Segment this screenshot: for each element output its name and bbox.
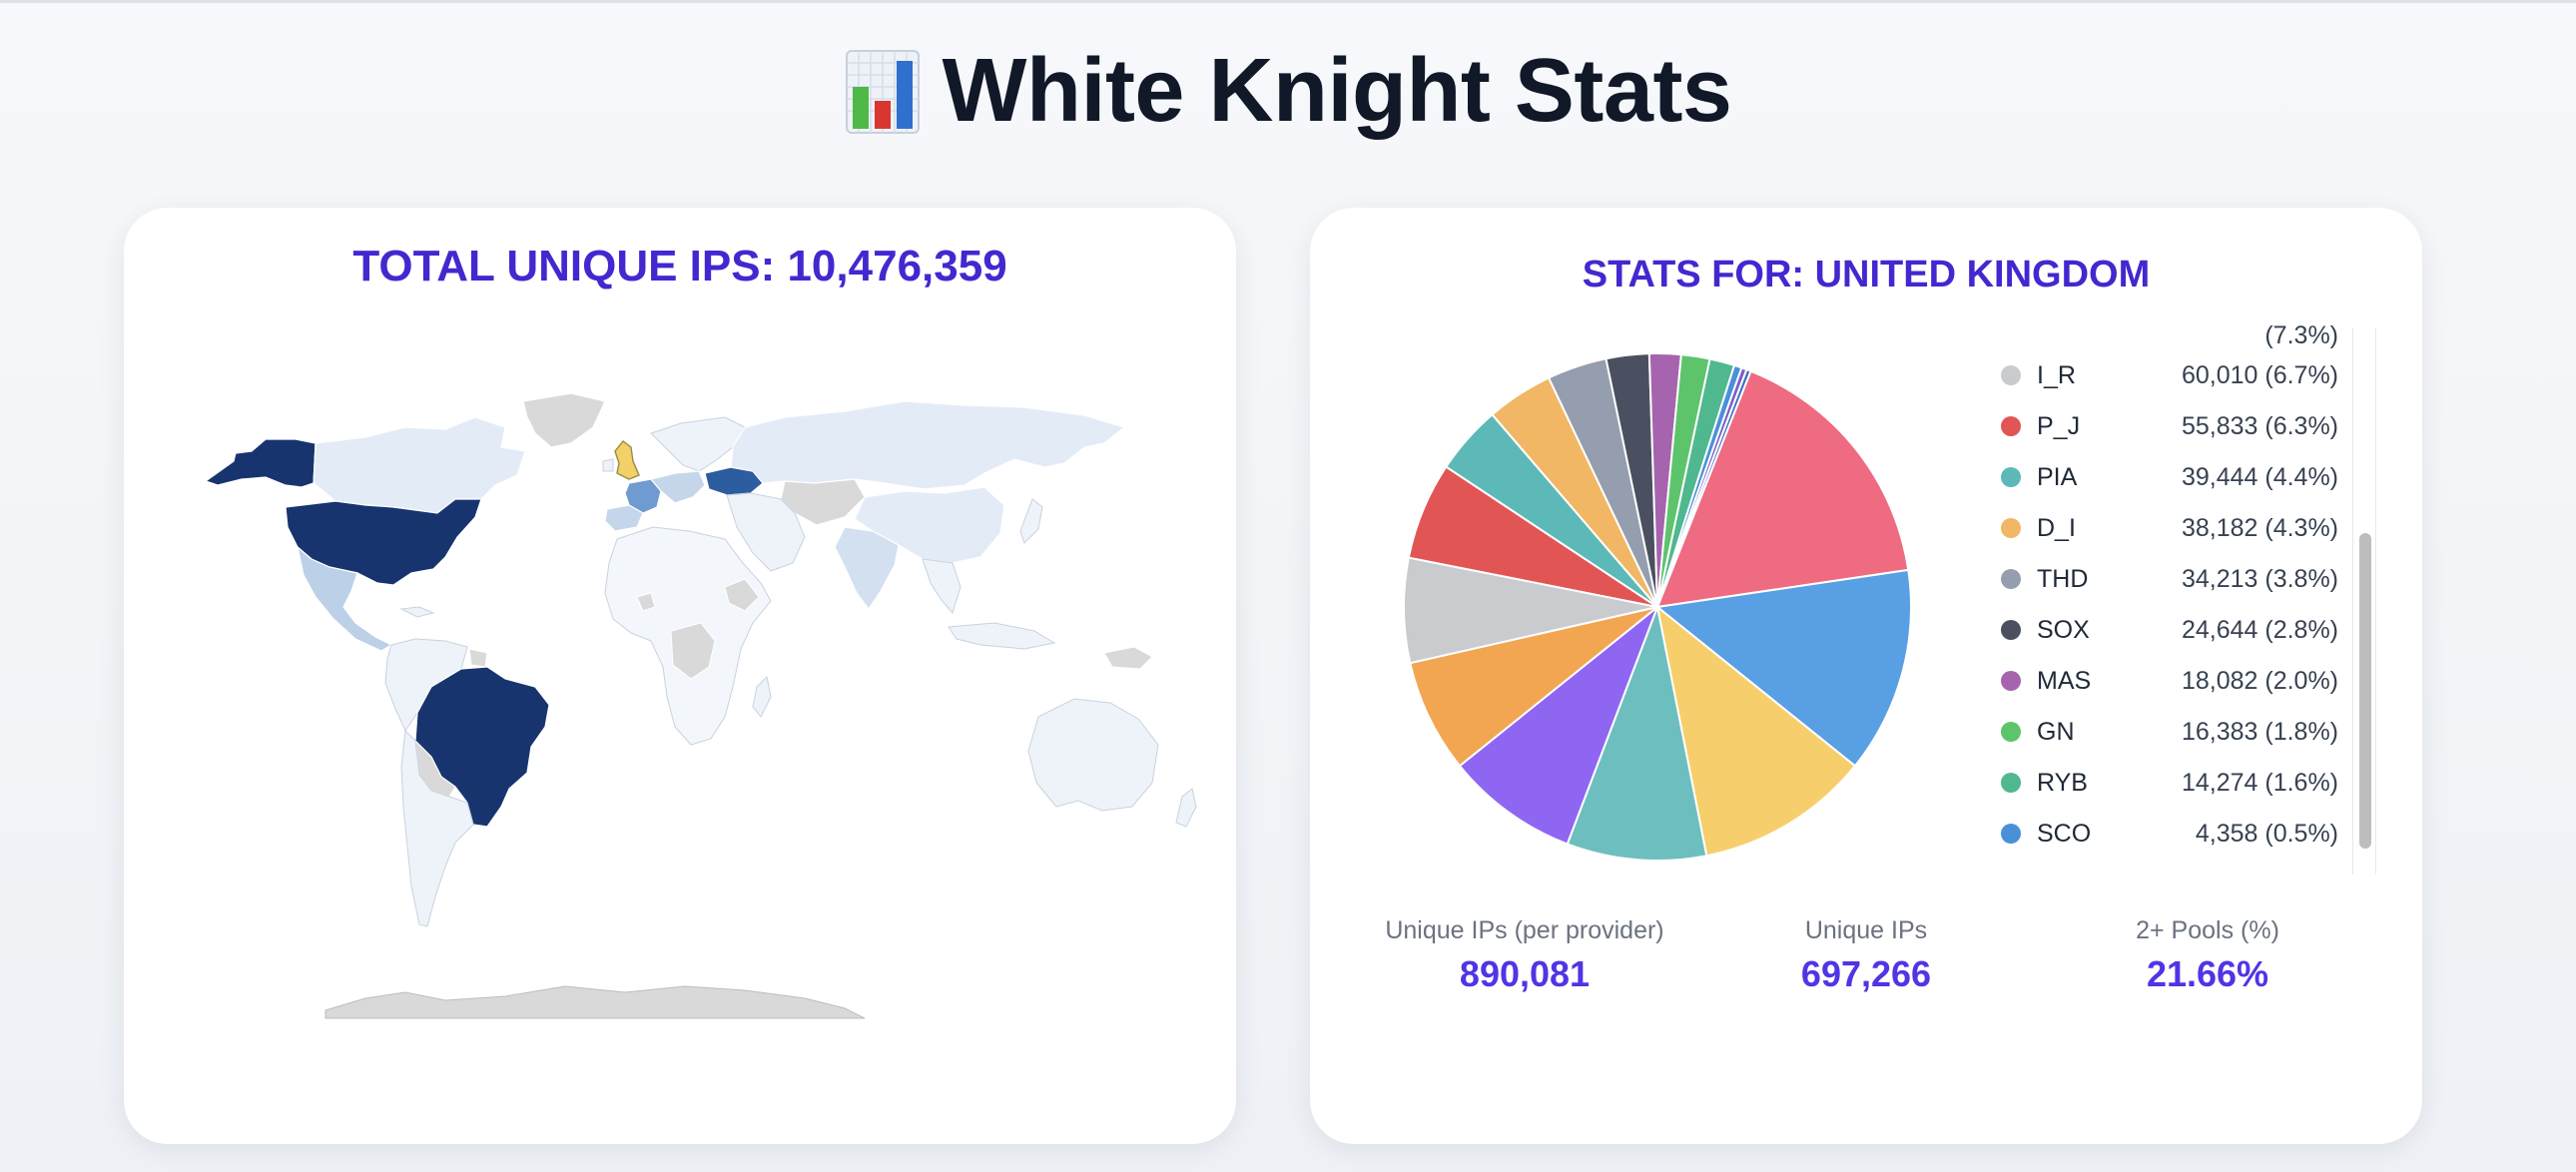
- pie-slice-provider-5[interactable]: [1409, 606, 1658, 768]
- legend-value: 55,833 (6.3%): [2181, 411, 2338, 440]
- pie-slice-provider-17[interactable]: [1656, 367, 1752, 608]
- top-border: [0, 0, 2576, 3]
- legend-label: SCO: [2037, 819, 2092, 848]
- legend-item-p-j[interactable]: P_J 55,833 (6.3%): [1999, 406, 2338, 446]
- legend-item-gn[interactable]: GN 16,383 (1.8%): [1999, 712, 2338, 752]
- pie-slice-provider-3[interactable]: [1566, 603, 1708, 862]
- legend-swatch: [2001, 467, 2021, 487]
- legend-swatch: [2001, 722, 2021, 742]
- legend-item-sox[interactable]: SOX 24,644 (2.8%): [1999, 610, 2338, 650]
- legend-label: RYB: [2037, 768, 2088, 797]
- legend-label: THD: [2037, 564, 2089, 593]
- legend-value: 18,082 (2.0%): [2181, 666, 2338, 695]
- legend-item-pia[interactable]: PIA 39,444 (4.4%): [1999, 457, 2338, 497]
- legend-scroll-area[interactable]: (7.3%) I_R 60,010 (6.7%) P_J 55,833 (6.3%) P…: [1999, 325, 2376, 871]
- legend-item-ryb[interactable]: RYB 14,274 (1.6%): [1999, 763, 2338, 803]
- stat-two-plus-pools: 2+ Pools (%) 21.66%: [2136, 916, 2279, 994]
- legend-value: 38,182 (4.3%): [2181, 513, 2338, 542]
- legend-swatch: [2001, 416, 2021, 436]
- map-country[interactable]: [1027, 698, 1159, 812]
- page-header: White Knight Stats: [0, 36, 2576, 146]
- legend-swatch: [2001, 569, 2021, 589]
- stat-unique-ips-per-provider: Unique IPs (per provider) 890,081: [1385, 916, 1664, 994]
- stat-unique-ips: Unique IPs 697,266: [1800, 916, 1932, 994]
- map-country[interactable]: [206, 438, 317, 488]
- country-stats-title: STATS FOR: UNITED KINGDOM: [1582, 254, 2151, 295]
- map-country[interactable]: [1103, 646, 1153, 670]
- legend-value: 60,010 (6.7%): [2181, 360, 2338, 389]
- legend-value: 14,274 (1.6%): [2181, 768, 2338, 797]
- pie-slice-provider-4[interactable]: [1458, 603, 1660, 846]
- map-country[interactable]: [670, 622, 716, 680]
- map-country[interactable]: [636, 592, 656, 612]
- map-country[interactable]: [1175, 788, 1197, 828]
- map-country[interactable]: [726, 492, 806, 572]
- map-country[interactable]: [948, 622, 1056, 650]
- legend-value: 24,644 (2.8%): [2181, 615, 2338, 644]
- map-country-selected[interactable]: [614, 440, 640, 480]
- legend-item-mas[interactable]: MAS 18,082 (2.0%): [1999, 661, 2338, 701]
- legend-label: D_I: [2037, 513, 2076, 542]
- legend-scrollbar-thumb[interactable]: [2359, 533, 2371, 849]
- pie-slice-provider-1[interactable]: [1654, 568, 1912, 768]
- legend-swatch: [2001, 824, 2021, 844]
- country-stats-card: STATS FOR: UNITED KINGDOM (7.3%) I_R 60,0…: [1310, 208, 2422, 1144]
- bar-chart-icon: [845, 50, 920, 134]
- pie-slice-provider-2[interactable]: [1655, 604, 1857, 858]
- map-country[interactable]: [468, 648, 488, 668]
- legend-swatch: [2001, 773, 2021, 793]
- total-unique-ips-title: TOTAL UNIQUE IPS: 10,476,359: [352, 242, 1007, 291]
- legend-value: 4,358 (0.5%): [2195, 819, 2338, 848]
- legend-swatch: [2001, 671, 2021, 691]
- map-country[interactable]: [1019, 498, 1043, 544]
- legend-value: 39,444 (4.4%): [2181, 462, 2338, 491]
- legend-swatch: [2001, 365, 2021, 385]
- map-country[interactable]: [313, 416, 526, 514]
- legend-scrollbar[interactable]: [2352, 327, 2376, 875]
- legend-value: 16,383 (1.8%): [2181, 717, 2338, 746]
- legend-label: GN: [2037, 717, 2075, 746]
- map-country[interactable]: [922, 558, 962, 615]
- page-title: White Knight Stats: [942, 40, 1732, 141]
- legend-item-thd[interactable]: THD 34,213 (3.8%): [1999, 559, 2338, 599]
- map-country[interactable]: [649, 470, 706, 504]
- world-map-card: TOTAL UNIQUE IPS: 10,476,359: [124, 208, 1236, 1144]
- map-country[interactable]: [400, 729, 474, 927]
- provider-pie-chart: [1403, 352, 1912, 862]
- map-country[interactable]: [297, 545, 393, 652]
- legend-swatch: [2001, 518, 2021, 538]
- map-country[interactable]: [724, 578, 760, 612]
- pie-slice-i_r[interactable]: [1403, 556, 1658, 665]
- legend-label: SOX: [2037, 615, 2090, 644]
- map-country[interactable]: [604, 504, 644, 532]
- map-country[interactable]: [522, 392, 606, 448]
- legend-swatch: [2001, 620, 2021, 640]
- legend-label: P_J: [2037, 411, 2081, 440]
- legend-item-sco[interactable]: SCO 4,358 (0.5%): [1999, 814, 2338, 854]
- world-map: [206, 392, 1197, 1019]
- legend-label: I_R: [2037, 360, 2076, 389]
- map-country[interactable]: [752, 675, 772, 718]
- map-country[interactable]: [399, 606, 435, 618]
- map-country[interactable]: [834, 526, 900, 611]
- map-country[interactable]: [730, 400, 1126, 490]
- legend-partial-row: (7.3%): [2264, 325, 2338, 349]
- map-country[interactable]: [650, 416, 746, 472]
- legend-item-i-r[interactable]: I_R 60,010 (6.7%): [1999, 355, 2338, 395]
- legend-label: MAS: [2037, 666, 2092, 695]
- map-country[interactable]: [602, 458, 614, 472]
- map-country[interactable]: [324, 985, 866, 1019]
- legend-item-d-i[interactable]: D_I 38,182 (4.3%): [1999, 508, 2338, 548]
- pie-slice-provider-0[interactable]: [1655, 369, 1910, 609]
- legend-value: 34,213 (3.8%): [2181, 564, 2338, 593]
- legend-label: PIA: [2037, 462, 2078, 491]
